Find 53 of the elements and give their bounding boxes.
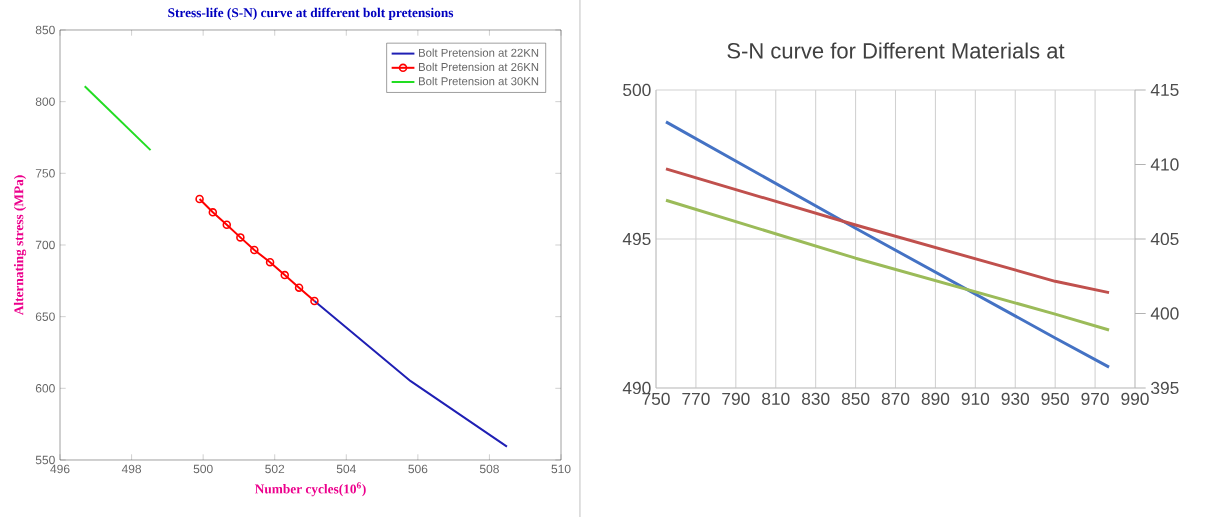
x-tick-label: 496 — [50, 464, 70, 474]
legend-label: Bolt Pretension at 22KN — [419, 48, 539, 57]
x-tick-label: 790 — [722, 392, 750, 405]
x-tick-label: 510 — [551, 464, 571, 474]
legend-label: Bolt Pretension at 26KN — [419, 62, 539, 72]
y-tick-label: 750 — [35, 169, 55, 178]
point — [250, 245, 259, 255]
x-tick-label: 970 — [1081, 392, 1109, 405]
x-tick-label: 930 — [1001, 392, 1030, 405]
x-tick-label: 502 — [265, 464, 285, 474]
x-tick-label: 750 — [642, 392, 670, 405]
y-tick-label: 550 — [35, 455, 55, 465]
y-tick-label: 850 — [35, 25, 55, 35]
line-series — [664, 120, 1111, 369]
y-tick-label: 650 — [35, 312, 55, 321]
x-tick-label: 990 — [1121, 392, 1149, 405]
point — [222, 220, 232, 230]
x-tick-label: 810 — [762, 392, 790, 405]
y-tick-label: 800 — [35, 97, 55, 106]
y-tick-label: 700 — [35, 240, 55, 250]
x-tick-label: 498 — [121, 464, 142, 474]
y-tick-label: 490 — [622, 381, 651, 395]
line-series — [664, 198, 1111, 332]
point — [294, 283, 304, 292]
point — [236, 233, 245, 242]
y-tick-label: 600 — [35, 384, 55, 393]
y2-tick-label: 410 — [1150, 158, 1179, 171]
y2-tick-label: 415 — [1150, 83, 1179, 97]
x-tick-label: 890 — [921, 392, 950, 405]
x-tick-label: 506 — [408, 464, 428, 474]
x-tick-label: 870 — [881, 392, 910, 405]
y2-tick-label: 405 — [1150, 232, 1179, 246]
x-tick-label: 910 — [961, 392, 990, 405]
y-tick-label: 495 — [622, 232, 651, 246]
x-tick-label: 850 — [841, 392, 870, 405]
line-series — [664, 167, 1111, 295]
chart-title: S-N curve for Different Materials at — [727, 42, 1065, 59]
y-tick-label: 500 — [623, 83, 651, 97]
y-axis-title: Alternating stress (MPa) — [13, 175, 27, 316]
point — [280, 270, 290, 280]
x-tick-label: 500 — [193, 464, 213, 474]
x-tick-label: 770 — [682, 392, 710, 405]
x-tick-label: 508 — [479, 464, 499, 474]
legend-label: Bolt Pretension at 30KN — [419, 76, 539, 86]
x-tick-label: 504 — [336, 464, 356, 474]
point — [208, 208, 218, 217]
x-tick-label: 830 — [801, 392, 830, 405]
y2-tick-label: 400 — [1150, 307, 1179, 320]
x-axis-title: Number cycles(10$^{6}$) — [254, 482, 366, 497]
chart-title: Stress-life (S-N) curve at different bolt pretensions — [168, 7, 454, 20]
y2-tick-label: 395 — [1151, 381, 1179, 395]
point — [265, 257, 275, 267]
x-tick-label: 950 — [1041, 392, 1069, 405]
